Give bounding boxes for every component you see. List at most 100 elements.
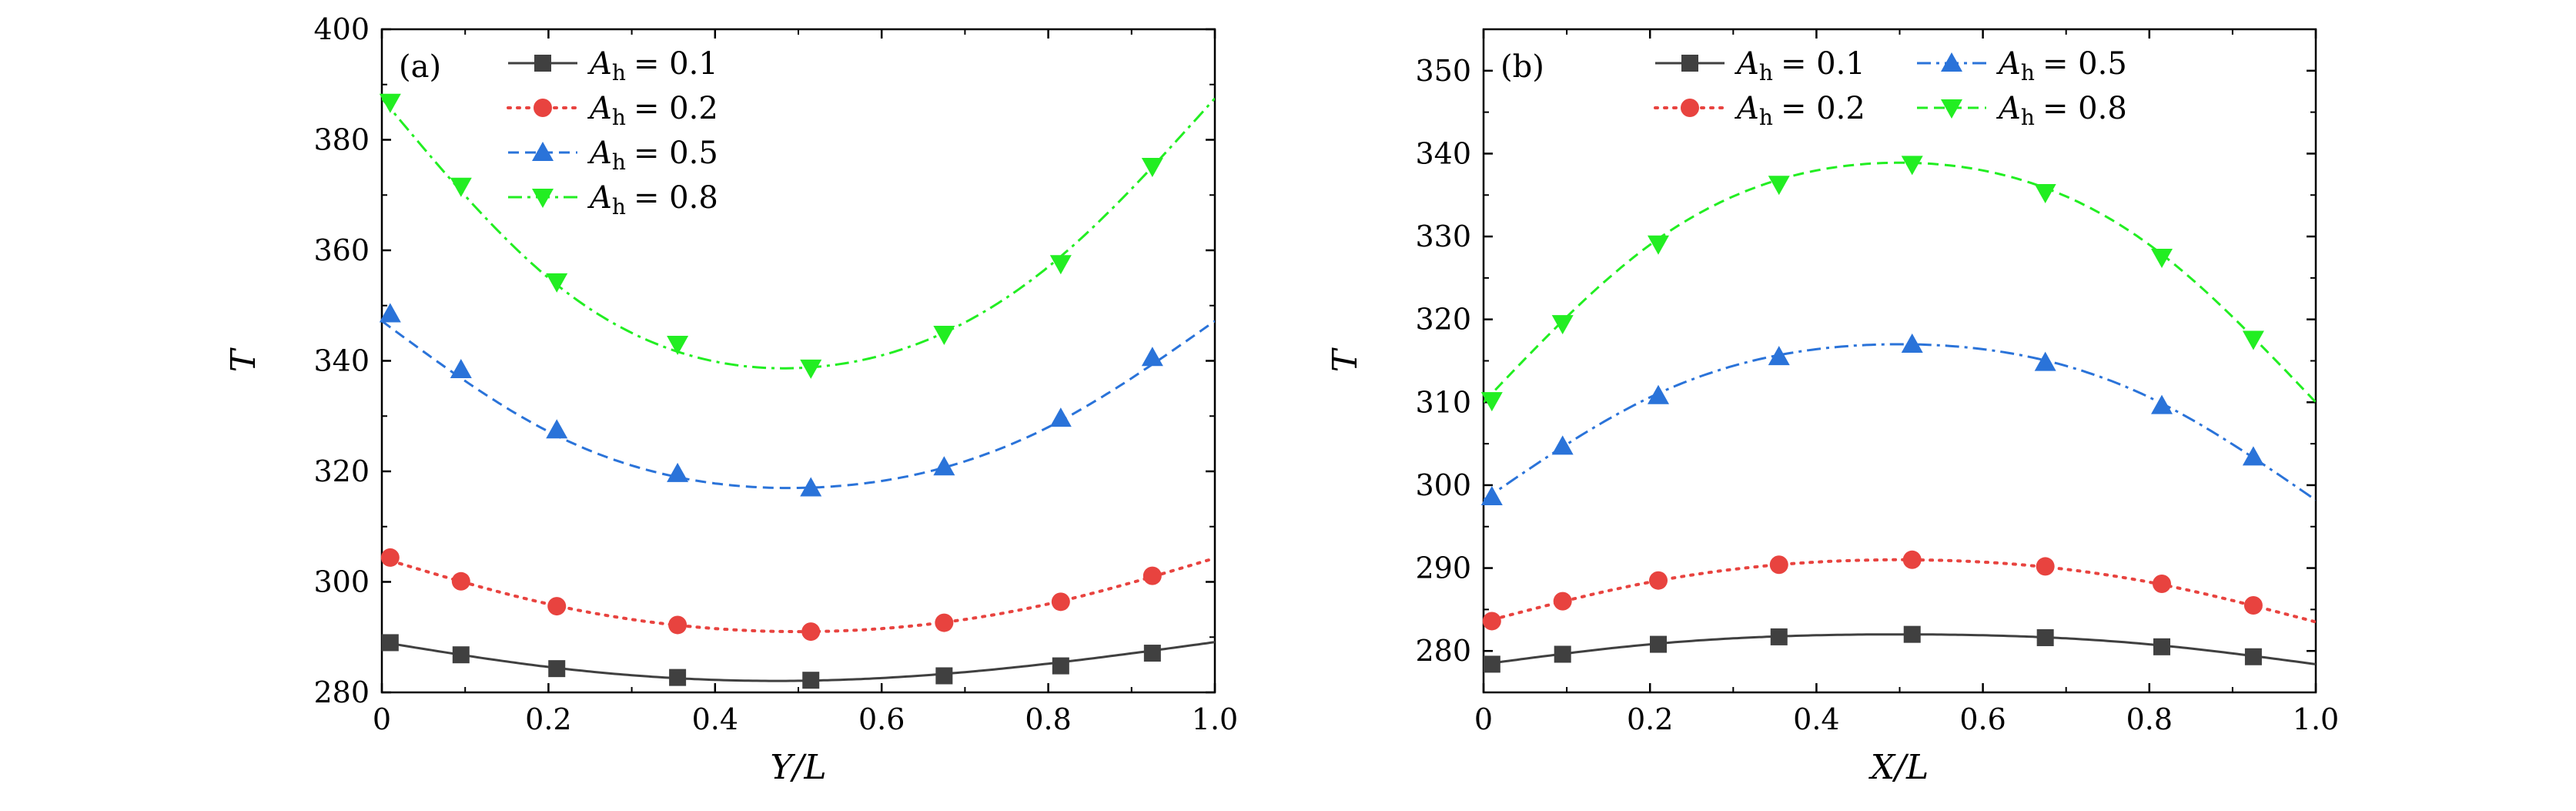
legend-label: Ah = 0.1: [587, 46, 718, 85]
data-point: [1143, 645, 1161, 662]
legend-item: Ah = 0.5: [1917, 46, 2127, 85]
legend-sub: h: [1759, 105, 1773, 130]
legend-sub: h: [1759, 60, 1773, 85]
data-point: [379, 93, 401, 113]
data-point: [2153, 638, 2171, 655]
data-point: [935, 613, 954, 632]
series-line: [382, 97, 1215, 370]
data-point: [1141, 347, 1163, 367]
legend-label: Ah = 0.1: [1734, 46, 1865, 85]
data-point: [2034, 184, 2056, 204]
legend-marker: [1941, 99, 1962, 119]
y-tick-label: 320: [313, 454, 370, 488]
legend-var: A: [587, 136, 612, 171]
x-tick-label: 1.0: [1192, 702, 1238, 736]
y-tick-label: 290: [1415, 551, 1471, 585]
legend-label: Ah = 0.2: [1734, 91, 1865, 130]
y-tick-label: 360: [313, 233, 370, 267]
data-point: [451, 571, 470, 591]
legend-marker: [532, 142, 554, 161]
data-point: [1902, 550, 1922, 569]
legend-item: Ah = 0.1: [1655, 46, 1865, 85]
series-line: [1484, 343, 2316, 501]
x-tick-label: 0: [1474, 702, 1493, 736]
data-point: [1051, 592, 1070, 612]
data-point: [1049, 407, 1072, 427]
legend-value: = 0.2: [1781, 91, 1865, 126]
legend-marker: [534, 55, 551, 72]
legend-var: A: [1734, 91, 1759, 126]
series-3: [1480, 156, 2316, 412]
legend-var: A: [1996, 46, 2021, 82]
y-tick-label: 300: [313, 565, 370, 599]
data-point: [546, 419, 568, 439]
legend-item: Ah = 0.2: [1654, 91, 1865, 130]
panel-label: (a): [399, 49, 441, 85]
data-point: [1482, 612, 1501, 631]
data-point: [2242, 446, 2264, 466]
data-point: [2034, 351, 2056, 371]
panel-label: (b): [1500, 49, 1544, 85]
data-point: [2153, 575, 2172, 594]
y-tick-label: 350: [1415, 54, 1471, 88]
y-tick-label: 340: [313, 344, 370, 378]
data-point: [2243, 595, 2263, 615]
legend-label: Ah = 0.2: [587, 91, 718, 130]
series-line: [382, 556, 1215, 634]
legend-var: A: [587, 46, 612, 82]
x-axis-title: X/L: [1868, 748, 1929, 787]
data-point: [935, 667, 953, 685]
legend-var: A: [587, 180, 612, 216]
legend-item: Ah = 0.8: [1917, 91, 2127, 130]
legend-label: Ah = 0.8: [1996, 91, 2127, 130]
x-tick-label: 1.0: [2293, 702, 2339, 736]
data-point: [450, 358, 472, 378]
data-point: [1483, 655, 1500, 673]
data-point: [1901, 333, 1923, 353]
legend: Ah = 0.1 Ah = 0.2 Ah = 0.5 Ah = 0.8: [507, 46, 718, 220]
legend-sub: h: [612, 60, 626, 85]
legend-value: = 0.5: [2042, 46, 2127, 82]
y-tick-label: 280: [313, 675, 370, 709]
data-point: [380, 548, 400, 567]
y-tick-label: 400: [313, 12, 370, 46]
legend-label: Ah = 0.5: [587, 136, 718, 175]
series-2: [379, 303, 1215, 497]
legend-label: Ah = 0.8: [587, 180, 718, 220]
data-point: [667, 335, 689, 355]
legend-label: Ah = 0.5: [1996, 46, 2127, 85]
legend-var: A: [587, 91, 612, 126]
data-point: [1769, 555, 1788, 575]
legend-var: A: [1996, 91, 2021, 126]
y-tick-label: 300: [1415, 468, 1471, 502]
series-1: [1482, 550, 2316, 631]
x-tick-label: 0.2: [525, 702, 571, 736]
data-point: [1768, 346, 1790, 366]
data-point: [2244, 648, 2262, 665]
data-point: [1551, 315, 1574, 335]
legend-sub: h: [2021, 60, 2035, 85]
legend-marker: [1941, 52, 1962, 72]
legend-sub: h: [612, 149, 626, 175]
data-point: [1648, 384, 1670, 404]
x-tick-label: 0.4: [692, 702, 738, 736]
legend-value: = 0.5: [634, 136, 718, 171]
legend-item: Ah = 0.2: [507, 91, 718, 130]
data-point: [2036, 628, 2054, 646]
legend-sub: h: [2021, 105, 2035, 130]
legend-marker: [1681, 99, 1699, 117]
data-point: [1648, 235, 1670, 255]
data-point: [452, 646, 470, 664]
legend-value: = 0.8: [2042, 91, 2127, 126]
data-point: [2151, 248, 2173, 268]
data-point: [800, 359, 822, 379]
series-0: [1483, 625, 2316, 673]
legend: Ah = 0.1 Ah = 0.2 Ah = 0.5 Ah = 0.8: [1654, 46, 2127, 130]
legend-sub: h: [612, 105, 626, 130]
y-tick-label: 310: [1415, 385, 1471, 419]
data-point: [668, 615, 687, 635]
x-tick-label: 0.8: [2126, 702, 2173, 736]
data-point: [1142, 566, 1162, 585]
data-point: [801, 622, 821, 642]
